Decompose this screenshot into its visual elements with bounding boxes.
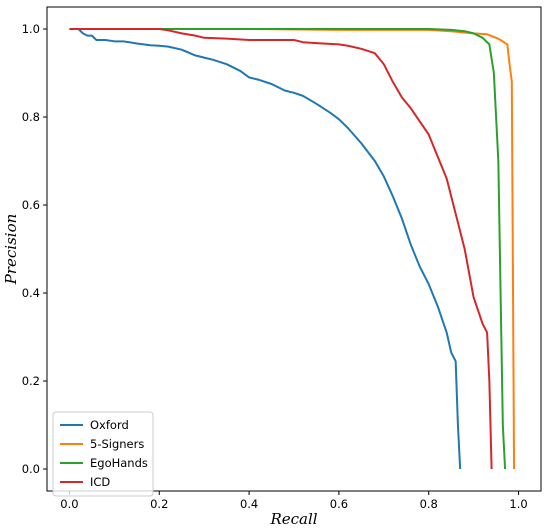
x-tick-label: 1.0: [509, 497, 527, 511]
series-line-icd: [69, 28, 493, 470]
legend-label: Oxford: [90, 418, 129, 432]
x-tick-label: 0.8: [420, 497, 438, 511]
y-tick-label: 0.8: [22, 110, 40, 124]
legend: Oxford 5-Signers EgoHands ICD: [52, 411, 154, 497]
x-tick-label: 0.0: [60, 497, 78, 511]
y-tick-label: 0.4: [22, 286, 40, 300]
series-layer: [69, 28, 516, 470]
legend-label: 5-Signers: [90, 437, 144, 451]
x-axis-title: Recall: [269, 510, 317, 528]
plot-frame: [46, 6, 542, 492]
legend-label: EgoHands: [90, 456, 148, 470]
y-tick-label: 0.2: [22, 374, 40, 388]
x-tick-label: 0.6: [330, 497, 348, 511]
y-axis-title: Precision: [2, 214, 20, 286]
series-line-oxford: [69, 28, 462, 470]
plot-background: [47, 7, 541, 491]
x-tick-label: 0.4: [240, 497, 258, 511]
y-tick-label: 0.0: [22, 462, 40, 476]
legend-frame: [52, 411, 154, 497]
axis-layer: 0.0 0.2 0.4 0.6 0.8 1.0 0.0 0.2 0.4 0.6 0.8 1.0: [22, 22, 528, 511]
series-line-egohands: [69, 28, 507, 470]
x-tick-label: 0.2: [150, 497, 168, 511]
legend-label: ICD: [90, 475, 110, 489]
y-tick-label: 1.0: [22, 22, 40, 36]
y-tick-label: 0.6: [22, 198, 40, 212]
